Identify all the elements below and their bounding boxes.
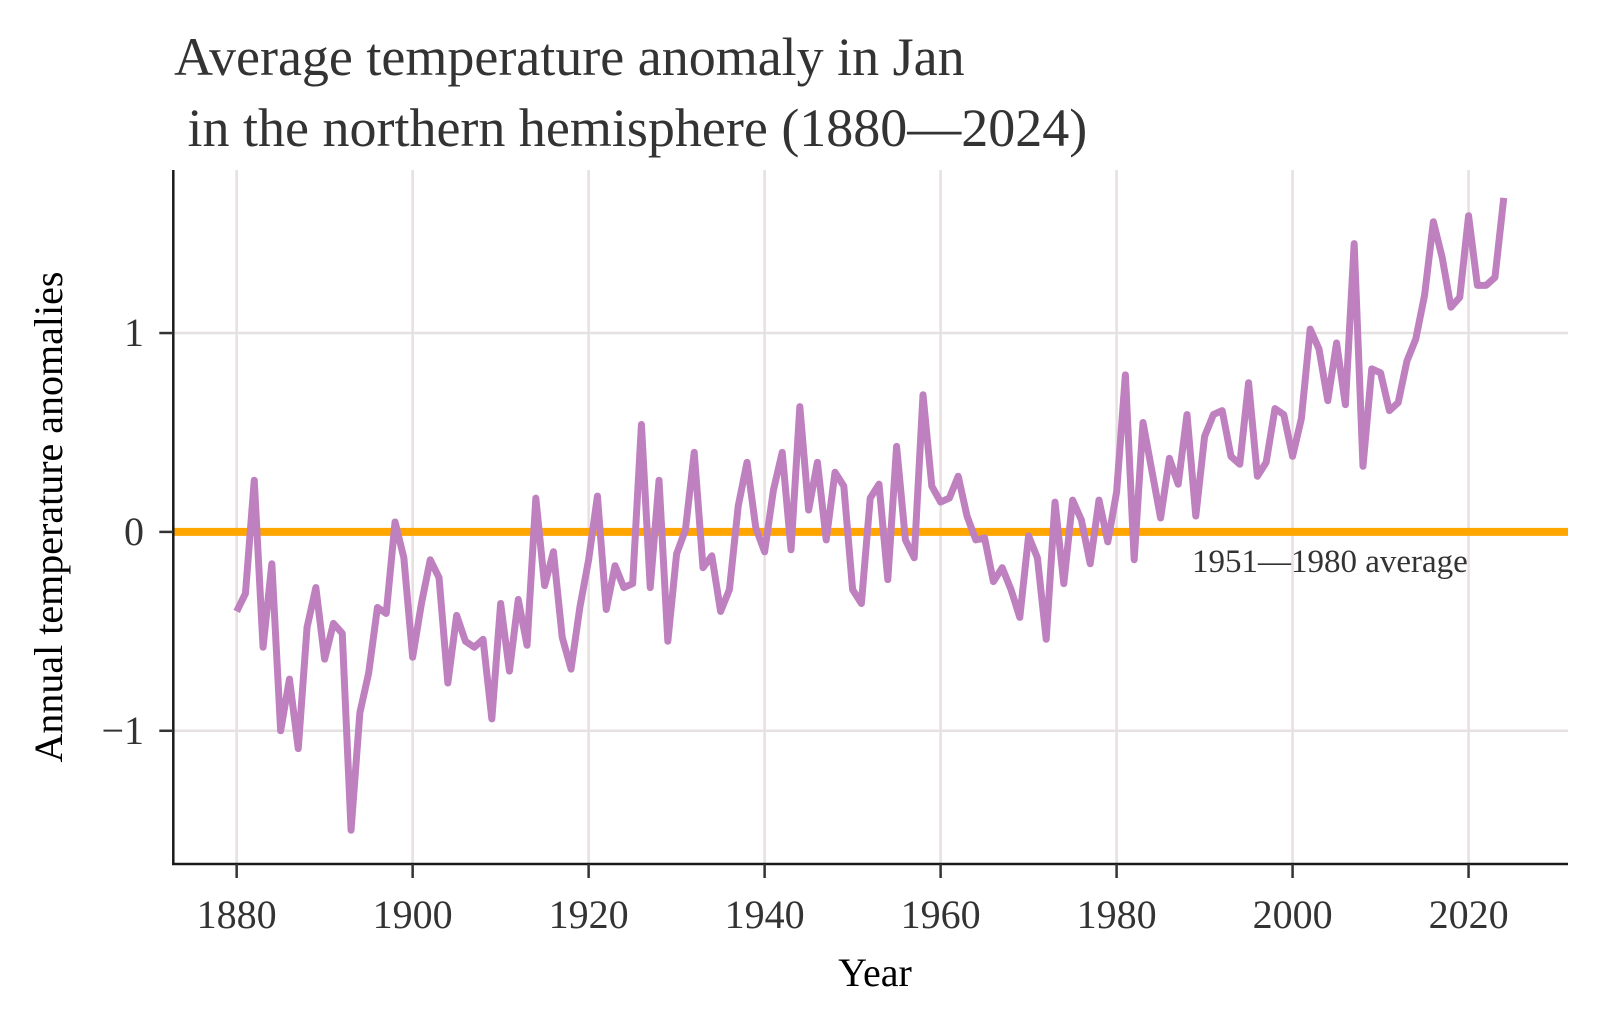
y-tick-label: 0 bbox=[124, 509, 144, 554]
x-tick-label: 1900 bbox=[373, 892, 453, 937]
x-tick-label: 1980 bbox=[1077, 892, 1157, 937]
reference-line-label: 1951—1980 average bbox=[1192, 544, 1468, 580]
y-ticks: −1 0 1 bbox=[101, 310, 174, 753]
x-tick-label: 1940 bbox=[725, 892, 805, 937]
x-gridlines bbox=[235, 170, 1470, 864]
chart-title: Average temperature anomaly in Jan in th… bbox=[174, 27, 1087, 158]
x-tick-label: 1880 bbox=[197, 892, 277, 937]
y-axis-label: Annual temperature anomalies bbox=[26, 272, 71, 763]
x-axis-label: Year bbox=[838, 950, 912, 995]
x-tick-label: 1960 bbox=[901, 892, 981, 937]
series-line-0 bbox=[233, 197, 1508, 834]
y-tick-label: −1 bbox=[101, 708, 144, 753]
series-group bbox=[233, 197, 1508, 834]
x-tick-label: 2020 bbox=[1429, 892, 1509, 937]
y-tick-label: 1 bbox=[124, 310, 144, 355]
chart-title-line-1: Average temperature anomaly in Jan bbox=[174, 27, 965, 87]
x-tick-label: 1920 bbox=[549, 892, 629, 937]
x-ticks: 1880 1900 1920 1940 1960 1980 2000 2020 bbox=[197, 864, 1509, 937]
x-tick-label: 2000 bbox=[1253, 892, 1333, 937]
chart-title-line-2: in the northern hemisphere (1880—2024) bbox=[174, 98, 1087, 158]
axes bbox=[172, 170, 1568, 866]
